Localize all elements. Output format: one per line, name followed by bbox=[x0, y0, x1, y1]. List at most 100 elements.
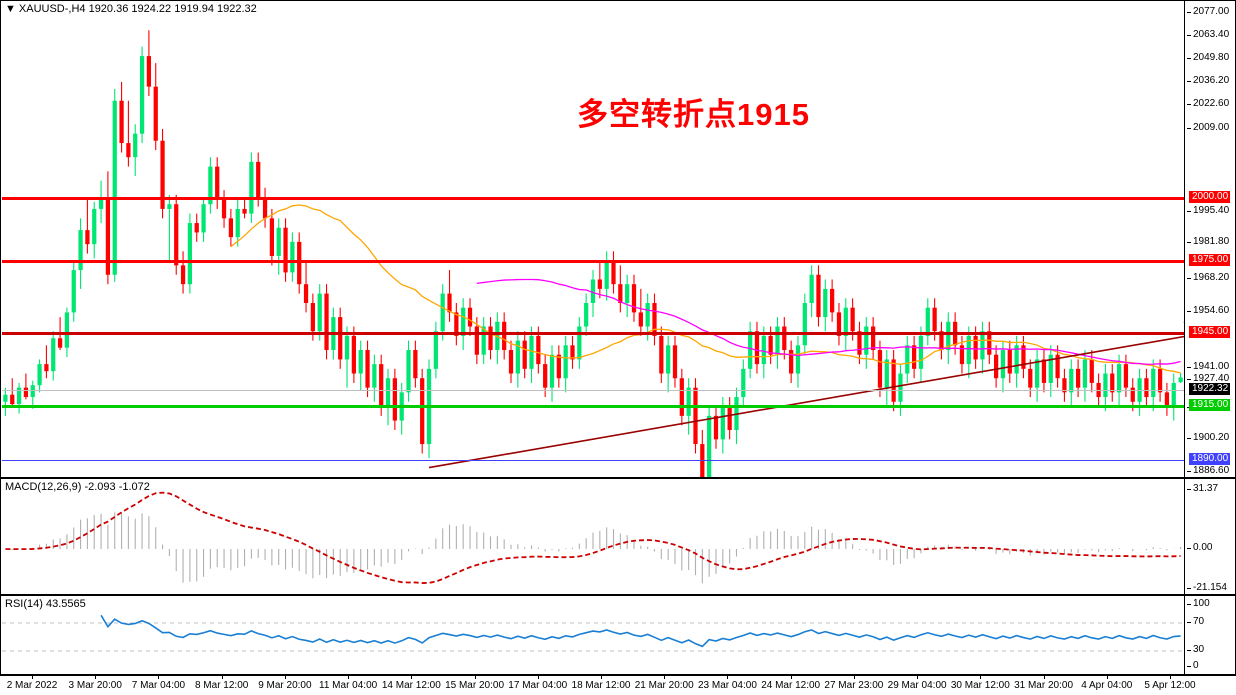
candle bbox=[187, 213, 193, 294]
candle bbox=[652, 293, 657, 346]
rsi-scale: 100 70 30 0 bbox=[1187, 596, 1236, 674]
candle bbox=[221, 190, 227, 228]
candle bbox=[1062, 368, 1067, 402]
time-axis-tick bbox=[980, 675, 982, 679]
candle bbox=[795, 335, 801, 388]
candle bbox=[481, 317, 486, 365]
macd-tick: -21.154 bbox=[1187, 583, 1227, 594]
time-axis[interactable]: 2 Mar 2022 3 Mar 20:00 7 Mar 04:00 8 Mar 12… bbox=[0, 675, 1236, 695]
candle bbox=[993, 345, 999, 388]
price-chart-panel[interactable]: 2077.00 2063.40 2049.80 2036.20 2022.60 2009.… bbox=[0, 0, 1236, 478]
time-axis-label: 5 Apr 12:00 bbox=[1144, 680, 1196, 691]
candle bbox=[392, 368, 397, 430]
time-axis-label: 11 Mar 04:00 bbox=[319, 680, 378, 691]
time-axis-tick bbox=[158, 675, 160, 679]
price-level-tag[interactable]: 1975.00 bbox=[1189, 254, 1231, 266]
candle bbox=[508, 340, 514, 383]
candle bbox=[92, 201, 97, 259]
candle bbox=[741, 359, 746, 407]
chart-collapse-caret[interactable]: ▼ bbox=[5, 3, 16, 15]
price-tick: 2049.80 bbox=[1187, 53, 1229, 64]
candle bbox=[515, 331, 520, 388]
time-axis-label: 17 Mar 04:00 bbox=[508, 680, 568, 691]
time-axis-label: 15 Mar 20:00 bbox=[445, 680, 505, 691]
candle bbox=[597, 260, 602, 299]
chart-header-text: XAUUSD-,H4 1920.36 1924.22 1919.94 1922.… bbox=[18, 3, 257, 15]
price-level-tag[interactable]: 1922.32 bbox=[1189, 383, 1231, 395]
candle bbox=[167, 194, 172, 264]
time-axis-tick bbox=[32, 675, 33, 679]
price-level-tag[interactable]: 1890.00 bbox=[1189, 453, 1231, 465]
candle bbox=[406, 340, 411, 402]
candle bbox=[836, 302, 842, 346]
price-level-line[interactable] bbox=[2, 405, 1184, 408]
time-axis-tick bbox=[601, 675, 602, 679]
candle bbox=[946, 312, 951, 365]
candle bbox=[351, 326, 356, 383]
rsi-indicator-panel[interactable]: 100 70 30 0 RSI(14) 43.5565 bbox=[0, 595, 1236, 675]
rsi-tick: 100 bbox=[1187, 599, 1210, 610]
candle bbox=[105, 171, 111, 285]
candle bbox=[789, 340, 794, 383]
macd-tick: 0.00 bbox=[1187, 543, 1212, 554]
candle bbox=[877, 340, 883, 398]
candle bbox=[133, 124, 138, 177]
candle bbox=[625, 274, 630, 318]
candle bbox=[242, 199, 247, 219]
price-level-line[interactable] bbox=[2, 332, 1184, 335]
price-level-line[interactable] bbox=[2, 460, 1184, 461]
candle bbox=[78, 218, 83, 289]
candle bbox=[454, 302, 459, 346]
candle bbox=[119, 81, 124, 153]
candle bbox=[180, 251, 186, 294]
rsi-plot-area[interactable] bbox=[2, 597, 1184, 674]
price-tick: 1995.40 bbox=[1187, 206, 1229, 217]
candle bbox=[666, 335, 671, 393]
candle bbox=[884, 350, 889, 407]
candle bbox=[426, 359, 432, 459]
price-level-line[interactable] bbox=[2, 260, 1184, 263]
price-level-tag[interactable]: 1915.00 bbox=[1189, 399, 1231, 411]
candle bbox=[891, 350, 896, 412]
candle bbox=[139, 46, 145, 144]
time-axis-label: 2 Mar 2022 bbox=[6, 680, 58, 691]
candle bbox=[905, 335, 910, 383]
candle bbox=[146, 30, 152, 97]
candle bbox=[830, 279, 835, 322]
price-level-line[interactable] bbox=[2, 197, 1184, 200]
candle bbox=[761, 326, 766, 379]
price-level-tag[interactable]: 2000.00 bbox=[1189, 191, 1231, 203]
candle bbox=[631, 274, 637, 322]
candle bbox=[1110, 364, 1115, 402]
price-plot-area[interactable] bbox=[2, 2, 1184, 477]
candle bbox=[3, 387, 8, 416]
candle bbox=[618, 265, 623, 313]
candle bbox=[522, 331, 527, 379]
rsi-tick: 70 bbox=[1187, 617, 1204, 628]
time-axis-label: 4 Apr 04:00 bbox=[1081, 680, 1133, 691]
candle bbox=[775, 317, 780, 369]
candle bbox=[249, 152, 254, 224]
price-tick: 1941.00 bbox=[1187, 362, 1229, 373]
candle bbox=[857, 321, 862, 365]
candle bbox=[843, 298, 848, 351]
price-level-tag[interactable]: 1945.00 bbox=[1189, 326, 1231, 338]
trendline[interactable] bbox=[428, 334, 1184, 469]
price-level-line[interactable] bbox=[2, 390, 1184, 391]
macd-svg bbox=[5, 491, 1182, 584]
macd-tick: 31.37 bbox=[1187, 484, 1218, 495]
candle bbox=[37, 359, 42, 393]
rsi-line bbox=[100, 614, 1181, 648]
candle bbox=[201, 197, 206, 242]
macd-plot-area[interactable] bbox=[2, 480, 1184, 594]
macd-indicator-panel[interactable]: 31.37 0.00 -21.154 MACD(12,26,9) -2.093 -1… bbox=[0, 478, 1236, 595]
candle bbox=[823, 279, 828, 332]
time-axis-tick bbox=[917, 675, 919, 679]
candle bbox=[228, 208, 234, 247]
candle bbox=[1028, 359, 1033, 398]
candle bbox=[529, 326, 534, 383]
candle bbox=[338, 307, 343, 369]
price-scale[interactable]: 2077.00 2063.40 2049.80 2036.20 2022.60 2009.… bbox=[1187, 1, 1236, 477]
candle bbox=[433, 321, 438, 379]
price-tick: 2009.00 bbox=[1187, 123, 1229, 134]
